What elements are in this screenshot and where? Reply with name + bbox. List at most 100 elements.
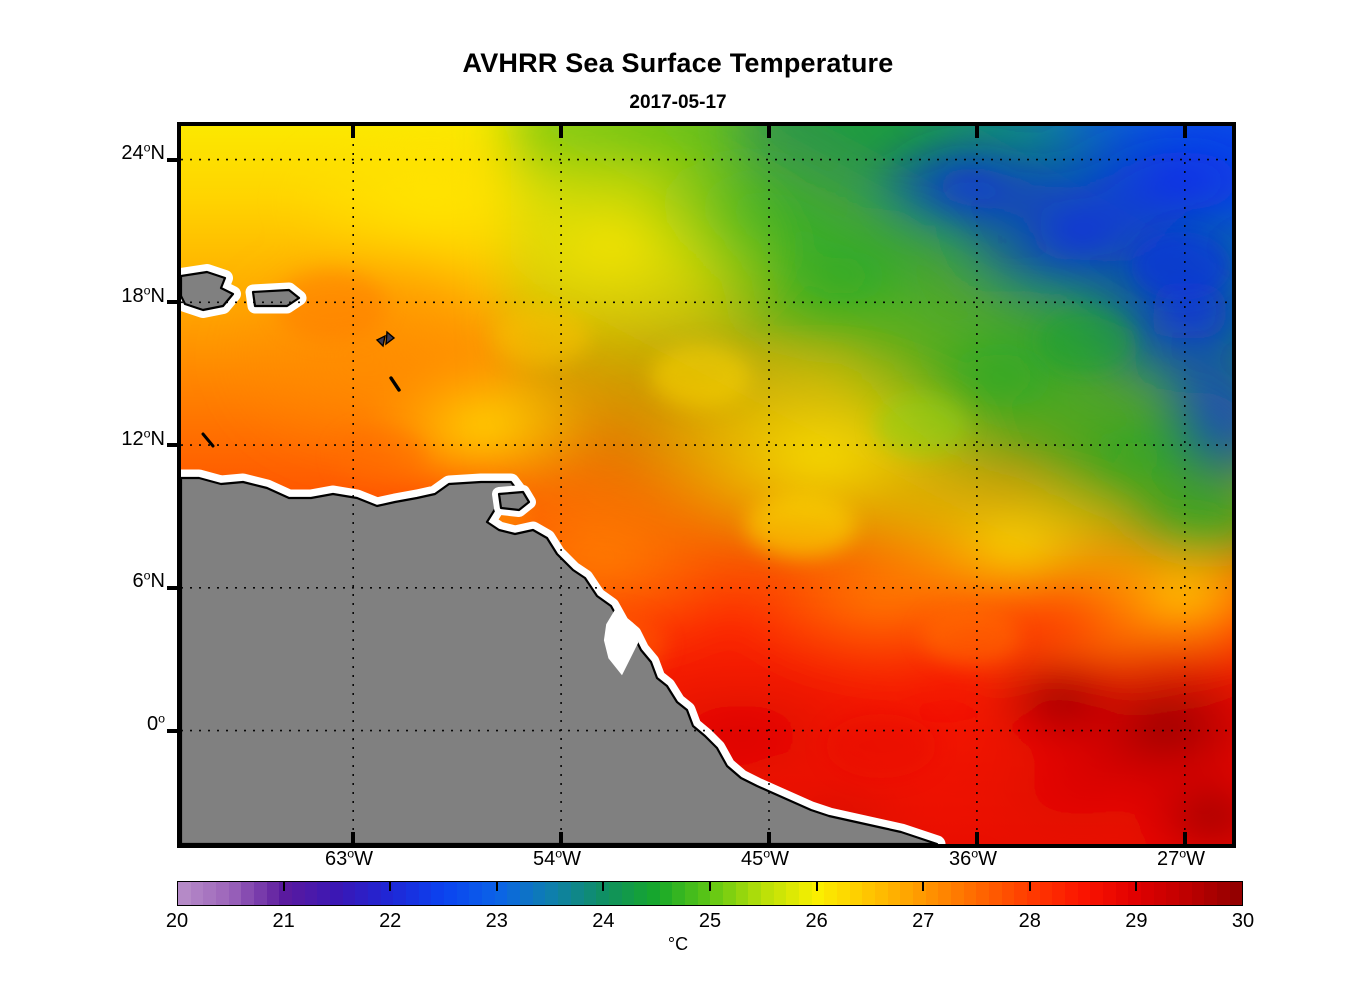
colorbar-segment [659,882,673,905]
y-tick-0 [167,728,181,733]
figure-subtitle: 2017-05-17 [629,92,727,113]
colorbar-tick-label: 26 [805,910,828,932]
colorbar-segment [1204,882,1218,905]
colorbar-segment [532,882,546,905]
colorbar-segment [317,882,331,905]
colorbar-segment [292,882,305,905]
y-tick-6n [167,585,181,590]
colorbar-segment [570,882,584,905]
colorbar-gradient [178,882,1243,905]
colorbar-segment [482,882,495,905]
x-axis-label-36w: 36oW [948,846,998,870]
figure-title: AVHRR Sea Surface Temperature [462,48,894,78]
colorbar-segment [1128,882,1142,905]
colorbar-segment [1001,882,1015,905]
colorbar-segment [646,882,660,905]
colorbar-segment [342,882,356,905]
colorbar-segment [469,882,483,905]
colorbar-segment [963,882,977,905]
colorbar-segment [1166,882,1180,905]
y-axis-label-12n: 12oN [121,426,165,450]
colorbar-segment [355,882,369,905]
colorbar-segment [545,882,559,905]
colorbar-segment [1077,882,1091,905]
colorbar-tick [389,882,392,891]
colorbar-segment [1191,882,1205,905]
colorbar-segment [254,882,267,905]
y-axis-label-18n: 18oN [121,283,165,307]
y-tick-12n [167,443,181,448]
x-axis-label-45w: 45oW [740,846,790,870]
x-axis-label-63w: 63oW [324,846,374,870]
colorbar-tick-label: 24 [592,910,615,932]
colorbar-segment [1039,882,1053,905]
colorbar-segment [1103,882,1116,905]
y-axis-label-24n: 24oN [121,140,165,164]
colorbar-tick-label: 25 [698,910,722,932]
colorbar-segment [418,882,432,905]
y-axis-label-0: 0o [146,711,165,735]
colorbar-tick [815,882,818,891]
x-tick-45w-bottom [767,832,771,845]
colorbar-segment [190,882,204,905]
colorbar-tick-label: 28 [1018,910,1041,932]
colorbar-tick [495,882,498,891]
colorbar-segment [938,882,951,905]
colorbar-tick-label: 27 [912,910,935,932]
colorbar-tick [1135,882,1138,891]
colorbar-segment [406,882,419,905]
colorbar-segment [748,882,761,905]
x-tick-27w [1182,125,1187,138]
colorbar-segment [849,882,863,905]
map-canvas [181,126,1232,844]
colorbar-tick [1028,882,1031,891]
x-tick-36w [974,125,979,138]
colorbar-segment [279,882,293,905]
colorbar-segment [989,882,1002,905]
colorbar-tick-label: 22 [379,910,402,932]
colorbar-segment [1065,882,1078,905]
colorbar [177,881,1243,906]
colorbar-segment [1217,882,1230,905]
colorbar-segment [621,882,635,905]
colorbar-segment [583,882,597,905]
colorbar-segment [520,882,533,905]
x-tick-63w-bottom [351,832,356,845]
x-tick-45w [767,125,771,138]
colorbar-segment [710,882,723,905]
x-axis-label-54w: 54oW [532,846,582,870]
colorbar-segment [1014,882,1028,905]
x-axis-label-27w: 27oW [1156,846,1206,870]
colorbar-segment [203,882,217,905]
colorbar-segment [494,882,508,905]
colorbar-segment [722,882,736,905]
colorbar-segment [1179,882,1192,905]
colorbar-segment [862,882,875,905]
colorbar-segment [1090,882,1104,905]
colorbar-segment [925,882,939,905]
colorbar-tick [282,882,285,891]
colorbar-tick-label: 21 [272,910,295,932]
x-tick-27w-bottom [1182,832,1187,845]
colorbar-segment [596,882,609,905]
colorbar-segment [304,882,318,905]
colorbar-segment [786,882,799,905]
colorbar-segment [684,882,698,905]
colorbar-segment [811,882,825,905]
colorbar-segment [241,882,255,905]
colorbar-segment [330,882,343,905]
colorbar-segment [1141,882,1154,905]
x-tick-54w-bottom [559,832,564,845]
colorbar-segment [672,882,685,905]
colorbar-segment [380,882,394,905]
colorbar-segment [798,882,812,905]
colorbar-segment [228,882,242,905]
colorbar-segment [266,882,280,905]
colorbar-tick [709,882,711,891]
y-tick-24n [167,157,181,162]
colorbar-segment [836,882,850,905]
colorbar-segment [1229,882,1243,905]
sst-raster [181,126,1232,844]
colorbar-tick [922,882,925,891]
